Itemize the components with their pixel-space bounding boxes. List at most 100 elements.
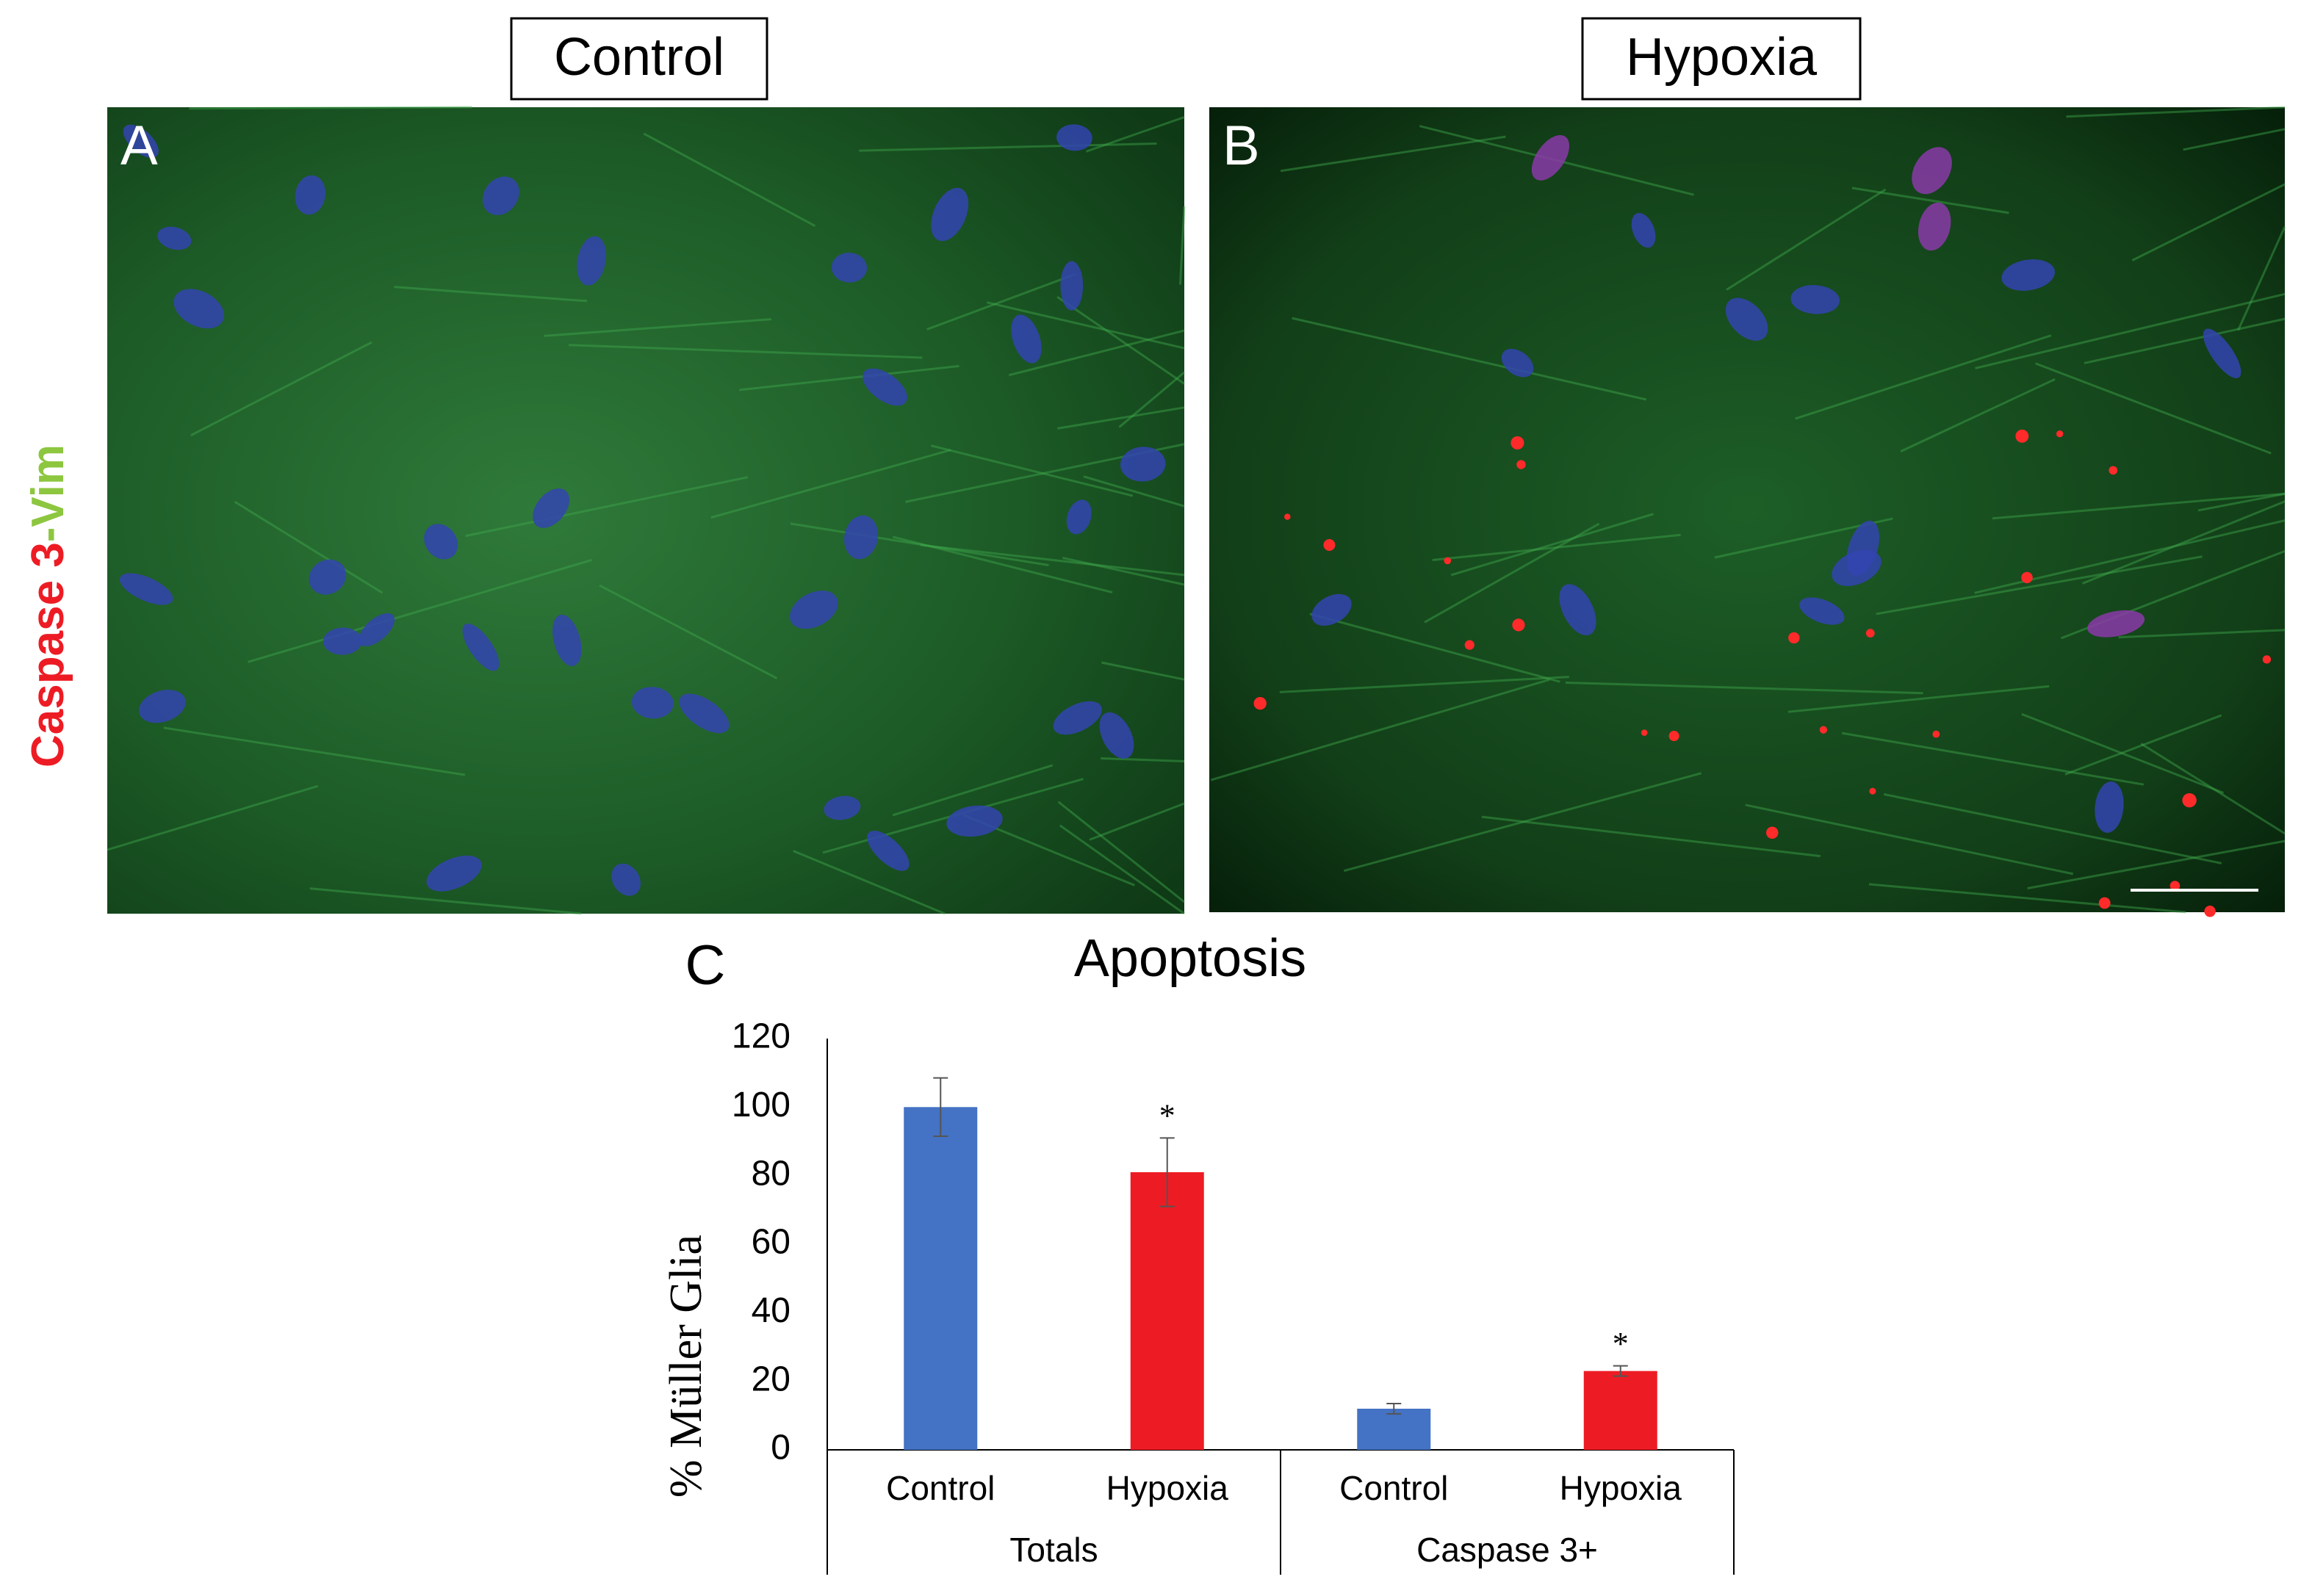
fiber xyxy=(1424,522,1600,624)
fiber xyxy=(892,764,1054,817)
nucleus xyxy=(139,690,186,723)
red-dot xyxy=(1869,787,1876,795)
stain-label: Caspase 3-Vim xyxy=(23,444,73,768)
significance-marker: * xyxy=(1613,1326,1629,1362)
red-dot xyxy=(2021,571,2033,584)
bar xyxy=(1583,1371,1657,1450)
fiber xyxy=(1795,334,2052,420)
red-dot xyxy=(1444,557,1452,565)
fiber xyxy=(1309,613,1560,683)
fiber xyxy=(2027,839,2286,889)
nucleus xyxy=(931,187,969,242)
fiber xyxy=(190,341,372,437)
nucleus xyxy=(2095,781,2124,833)
fiber xyxy=(987,301,1185,350)
fiber xyxy=(309,887,582,915)
x-tick-label: Hypoxia xyxy=(1560,1469,1682,1507)
nucleus xyxy=(1531,134,1569,181)
red-dot xyxy=(2262,655,2272,664)
nucleus xyxy=(790,591,838,629)
red-dot xyxy=(2169,881,2181,891)
fiber xyxy=(2237,225,2286,331)
fiber xyxy=(1851,187,2009,214)
fiber xyxy=(920,544,1185,577)
fiber xyxy=(1118,371,1185,428)
fiber xyxy=(1101,757,1185,762)
red-dot xyxy=(2109,466,2118,475)
nucleus xyxy=(359,613,395,646)
fiber xyxy=(1089,802,1185,841)
nucleus xyxy=(462,623,500,671)
fiber xyxy=(1900,378,2056,452)
bar-chart: C Apoptosis % Müller Glia 0 20 40 60 80 100 120 Co… xyxy=(661,929,1735,1575)
fiber xyxy=(926,272,1077,331)
stain-counter: -Vim xyxy=(23,444,73,542)
nucleus xyxy=(631,687,674,719)
x-tick-label: Control xyxy=(1339,1469,1448,1507)
nucleus xyxy=(1011,314,1042,364)
nucleus xyxy=(2001,259,2056,291)
y-tick-label: 100 xyxy=(732,1086,791,1124)
red-dot xyxy=(2204,906,2216,917)
nucleus xyxy=(482,176,519,215)
nucleus xyxy=(1053,701,1102,735)
condition-box xyxy=(510,17,768,101)
red-dot xyxy=(1512,618,1525,632)
fiber xyxy=(790,522,1049,567)
micrograph xyxy=(1209,107,2285,912)
nucleus xyxy=(824,795,861,820)
fiber xyxy=(248,558,593,663)
fiber xyxy=(107,784,319,851)
nucleus xyxy=(867,831,910,871)
x-tick-label: Control xyxy=(886,1469,995,1507)
fiber xyxy=(1086,116,1185,153)
nucleus xyxy=(1725,297,1768,341)
nucleus xyxy=(119,573,173,605)
fiber xyxy=(1292,317,1647,401)
nucleus xyxy=(123,124,159,158)
nucleus xyxy=(552,614,582,666)
y-tick-label: 60 xyxy=(752,1223,791,1262)
stain-marker: Caspase 3 xyxy=(23,542,73,768)
red-dot xyxy=(1766,826,1779,839)
nucleus xyxy=(173,289,225,329)
condition-label: Hypoxia xyxy=(1626,28,1818,87)
fiber xyxy=(793,850,946,915)
nucleus xyxy=(157,226,192,250)
fiber xyxy=(2140,743,2286,835)
fiber xyxy=(1101,661,1185,681)
nucleus xyxy=(2087,610,2145,638)
red-dot xyxy=(1516,460,1526,469)
fiber xyxy=(643,132,816,227)
fiber xyxy=(1008,329,1185,377)
fiber xyxy=(1280,135,1506,173)
y-tick-label: 20 xyxy=(752,1360,791,1398)
panel-letter: B xyxy=(1222,115,1260,177)
fiber xyxy=(1992,492,2286,520)
red-dot xyxy=(1932,730,1940,738)
red-dot xyxy=(2056,430,2064,438)
nucleus xyxy=(309,559,347,595)
fiber xyxy=(1975,292,2286,369)
fiber xyxy=(892,535,1113,593)
red-dot xyxy=(1788,632,1800,644)
nucleus xyxy=(611,863,641,896)
bar xyxy=(1130,1172,1204,1450)
fiber xyxy=(859,142,1157,152)
nucleus xyxy=(844,515,879,560)
red-dot xyxy=(1510,436,1524,450)
fiber xyxy=(1450,513,1654,577)
y-axis-label: % Müller Glia xyxy=(661,1235,711,1498)
fiber xyxy=(930,444,1134,497)
nucleus xyxy=(863,368,907,406)
chart-title: Apoptosis xyxy=(1074,929,1306,988)
nucleus xyxy=(679,693,730,734)
fiber xyxy=(1343,772,1702,873)
nucleus xyxy=(323,627,362,655)
x-tick-label: Hypoxia xyxy=(1106,1469,1229,1507)
fiber xyxy=(1057,406,1185,430)
nucleus xyxy=(1311,593,1352,626)
y-tick-label: 40 xyxy=(752,1291,791,1330)
